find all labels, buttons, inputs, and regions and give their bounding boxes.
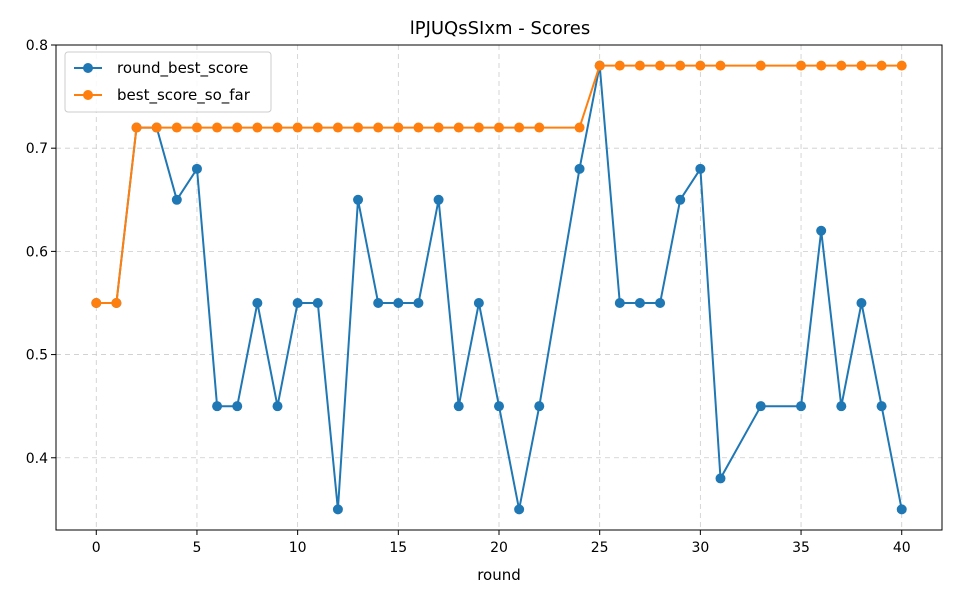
data-point-best_score_so_far [453, 122, 464, 133]
data-point-best_score_so_far [856, 60, 867, 71]
data-point-round_best_score [292, 297, 303, 308]
y-tick-label: 0.7 [26, 141, 48, 157]
data-point-round_best_score [896, 504, 907, 515]
x-axis-label: round [477, 566, 521, 584]
legend-box [64, 51, 272, 113]
data-point-best_score_so_far [272, 122, 283, 133]
data-point-best_score_so_far [655, 60, 666, 71]
x-tick-label: 15 [389, 540, 407, 556]
data-point-best_score_so_far [332, 122, 343, 133]
legend: round_best_score best_score_so_far [64, 51, 272, 113]
legend-entry-label: round_best_score [117, 59, 248, 78]
data-point-round_best_score [655, 297, 666, 308]
data-point-best_score_so_far [494, 122, 504, 133]
data-point-best_score_so_far [614, 60, 625, 71]
data-point-round_best_score [353, 194, 364, 205]
y-axis: 0.4 0.5 0.6 0.7 0.8 [26, 38, 56, 467]
data-point-best_score_so_far [796, 60, 807, 71]
data-point-round_best_score [876, 401, 887, 412]
data-point-best_score_so_far [131, 122, 142, 133]
data-point-round_best_score [755, 401, 766, 412]
data-point-round_best_score [816, 225, 827, 236]
data-point-round_best_score [272, 401, 283, 412]
data-point-round_best_score [453, 401, 464, 412]
data-point-best_score_so_far [816, 60, 827, 71]
x-tick-label: 25 [591, 540, 609, 556]
data-point-best_score_so_far [695, 60, 706, 71]
data-point-best_score_so_far [715, 60, 726, 71]
data-point-best_score_so_far [755, 60, 766, 71]
data-point-round_best_score [312, 297, 323, 308]
data-point-round_best_score [171, 194, 182, 205]
data-point-best_score_so_far [574, 122, 585, 133]
data-point-best_score_so_far [91, 297, 102, 308]
data-point-round_best_score [675, 194, 686, 205]
data-point-round_best_score [373, 297, 384, 308]
x-axis: 0 5 10 15 20 25 30 35 40 [92, 530, 911, 556]
y-tick-label: 0.8 [26, 38, 48, 54]
data-point-best_score_so_far [473, 122, 484, 133]
data-point-round_best_score [413, 297, 424, 308]
data-point-round_best_score [212, 401, 223, 412]
y-tick-label: 0.5 [26, 348, 48, 364]
data-point-best_score_so_far [393, 122, 404, 133]
chart-title: lPJUQsSIxm - Scores [410, 18, 591, 39]
data-point-best_score_so_far [876, 60, 887, 71]
data-point-round_best_score [715, 473, 726, 484]
data-point-round_best_score [252, 297, 263, 308]
data-point-best_score_so_far [634, 60, 645, 71]
y-tick-label: 0.4 [26, 451, 48, 467]
data-point-best_score_so_far [534, 122, 545, 133]
data-point-best_score_so_far [413, 122, 424, 133]
x-tick-label: 0 [92, 540, 101, 556]
legend-swatch-marker [83, 90, 93, 100]
data-point-best_score_so_far [514, 122, 525, 133]
legend-entry-label: best_score_so_far [117, 86, 251, 105]
data-point-round_best_score [534, 401, 545, 412]
data-point-best_score_so_far [111, 297, 122, 308]
data-point-best_score_so_far [191, 122, 202, 133]
x-tick-label: 10 [289, 540, 307, 556]
data-point-round_best_score [836, 401, 847, 412]
data-point-best_score_so_far [252, 122, 263, 133]
data-point-round_best_score [796, 401, 807, 412]
x-tick-label: 35 [792, 540, 810, 556]
legend-swatch-marker [83, 63, 93, 73]
grid [56, 44, 942, 530]
series-layer [91, 60, 907, 515]
data-point-round_best_score [695, 163, 706, 174]
data-point-round_best_score [191, 163, 202, 174]
data-point-best_score_so_far [232, 122, 243, 133]
data-point-round_best_score [494, 401, 504, 412]
data-point-round_best_score [514, 504, 525, 515]
data-point-round_best_score [856, 297, 867, 308]
data-point-best_score_so_far [836, 60, 847, 71]
data-point-best_score_so_far [353, 122, 364, 133]
y-tick-label: 0.6 [26, 244, 48, 260]
data-point-round_best_score [433, 194, 444, 205]
data-point-best_score_so_far [292, 122, 303, 133]
data-point-best_score_so_far [171, 122, 182, 133]
data-point-round_best_score [473, 297, 484, 308]
data-point-best_score_so_far [896, 60, 907, 71]
data-point-best_score_so_far [212, 122, 223, 133]
data-point-round_best_score [232, 401, 243, 412]
data-point-round_best_score [393, 297, 404, 308]
data-point-best_score_so_far [312, 122, 323, 133]
x-tick-label: 20 [490, 540, 508, 556]
data-point-best_score_so_far [594, 60, 605, 71]
data-point-round_best_score [614, 297, 625, 308]
x-tick-label: 40 [893, 540, 911, 556]
x-tick-label: 5 [192, 540, 201, 556]
data-point-best_score_so_far [675, 60, 686, 71]
data-point-best_score_so_far [433, 122, 444, 133]
data-point-round_best_score [634, 297, 645, 308]
x-tick-label: 30 [691, 540, 709, 556]
data-point-best_score_so_far [373, 122, 384, 133]
data-point-round_best_score [574, 163, 585, 174]
data-point-round_best_score [332, 504, 343, 515]
data-point-best_score_so_far [151, 122, 162, 133]
